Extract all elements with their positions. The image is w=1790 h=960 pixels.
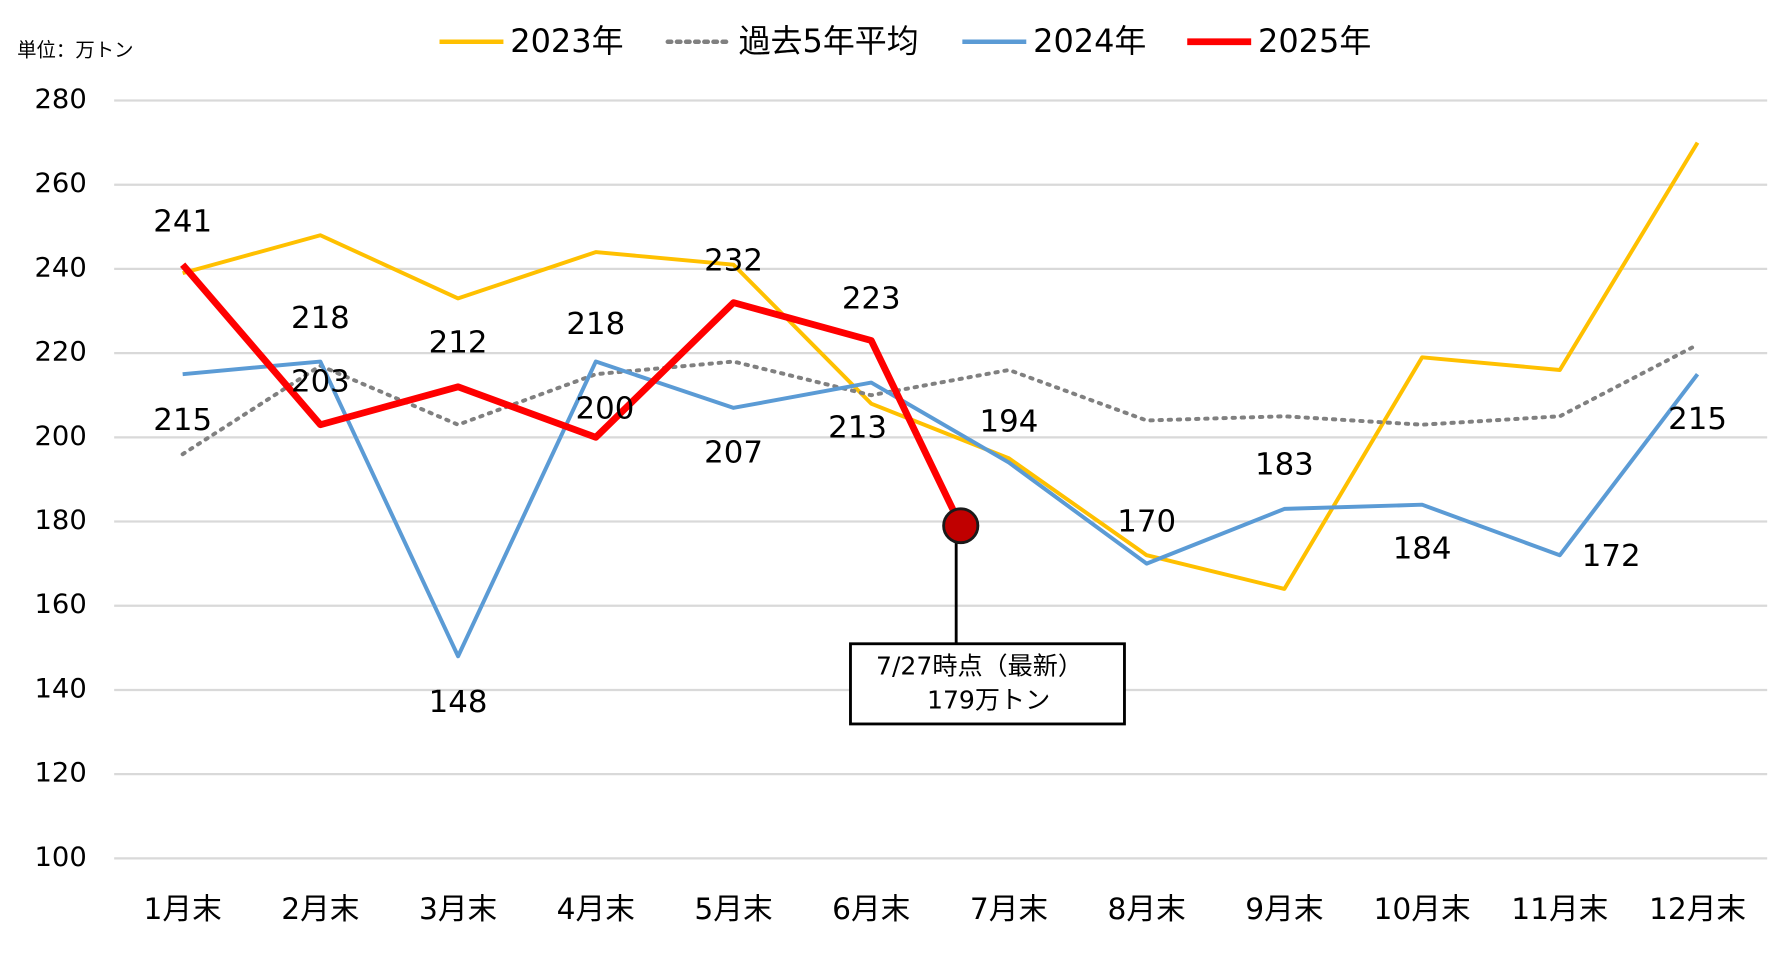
- data-label: 241: [153, 205, 212, 240]
- legend-label: 2024年: [1033, 23, 1146, 60]
- series-line: [180, 262, 964, 528]
- y-tick-label: 260: [34, 168, 86, 199]
- y-tick-label: 120: [34, 758, 86, 789]
- data-label: 207: [704, 436, 763, 471]
- x-tick-label: 3月末: [419, 892, 497, 926]
- data-label: 194: [980, 405, 1039, 440]
- y-tick-label: 280: [34, 84, 86, 115]
- data-label: 203: [291, 365, 350, 400]
- x-tick-label: 2月末: [281, 892, 359, 926]
- series-line: [180, 342, 1700, 457]
- y-tick-label: 220: [34, 337, 86, 368]
- data-label: 215: [1668, 402, 1727, 437]
- x-tick-label: 9月末: [1245, 892, 1323, 926]
- series-line: [182, 141, 1700, 591]
- y-tick-label: 240: [34, 253, 86, 284]
- y-tick-label: 140: [34, 674, 86, 705]
- callout-text: 179万トン: [927, 685, 1050, 714]
- data-label: 218: [566, 307, 625, 342]
- y-tick-label: 180: [34, 505, 86, 536]
- data-label: 213: [828, 411, 887, 446]
- x-tick-label: 7月末: [970, 892, 1048, 926]
- legend-label: 2023年: [510, 23, 623, 60]
- legend-label: 2025年: [1258, 23, 1371, 60]
- data-label: 212: [429, 325, 488, 360]
- legend-label: 過去5年平均: [739, 23, 919, 60]
- x-tick-label: 8月末: [1108, 892, 1186, 926]
- callout-text: 7/27時点（最新）: [876, 652, 1083, 681]
- data-label: 183: [1255, 448, 1314, 483]
- data-label: 223: [842, 281, 901, 316]
- unit-label: 単位：万トン: [17, 38, 133, 61]
- x-tick-label: 12月末: [1649, 892, 1746, 926]
- x-tick-label: 4月末: [557, 892, 635, 926]
- callout-box: [849, 642, 1126, 726]
- x-tick-label: 6月末: [832, 892, 910, 926]
- data-label: 218: [291, 301, 350, 336]
- x-tick-label: 10月末: [1374, 892, 1471, 926]
- series-line: [182, 359, 1700, 659]
- x-tick-label: 5月末: [694, 892, 772, 926]
- x-tick-label: 11月末: [1511, 892, 1608, 926]
- data-label: 215: [153, 403, 212, 438]
- y-tick-label: 200: [34, 421, 86, 452]
- x-tick-label: 1月末: [144, 892, 222, 926]
- data-label: 148: [429, 685, 488, 720]
- y-tick-label: 100: [34, 842, 86, 873]
- data-label: 200: [576, 392, 635, 427]
- data-label: 184: [1393, 531, 1452, 566]
- y-tick-label: 160: [34, 589, 86, 620]
- data-label: 170: [1117, 505, 1176, 540]
- latest-marker: [942, 507, 980, 545]
- data-label: 232: [704, 244, 763, 279]
- data-label: 172: [1582, 539, 1641, 574]
